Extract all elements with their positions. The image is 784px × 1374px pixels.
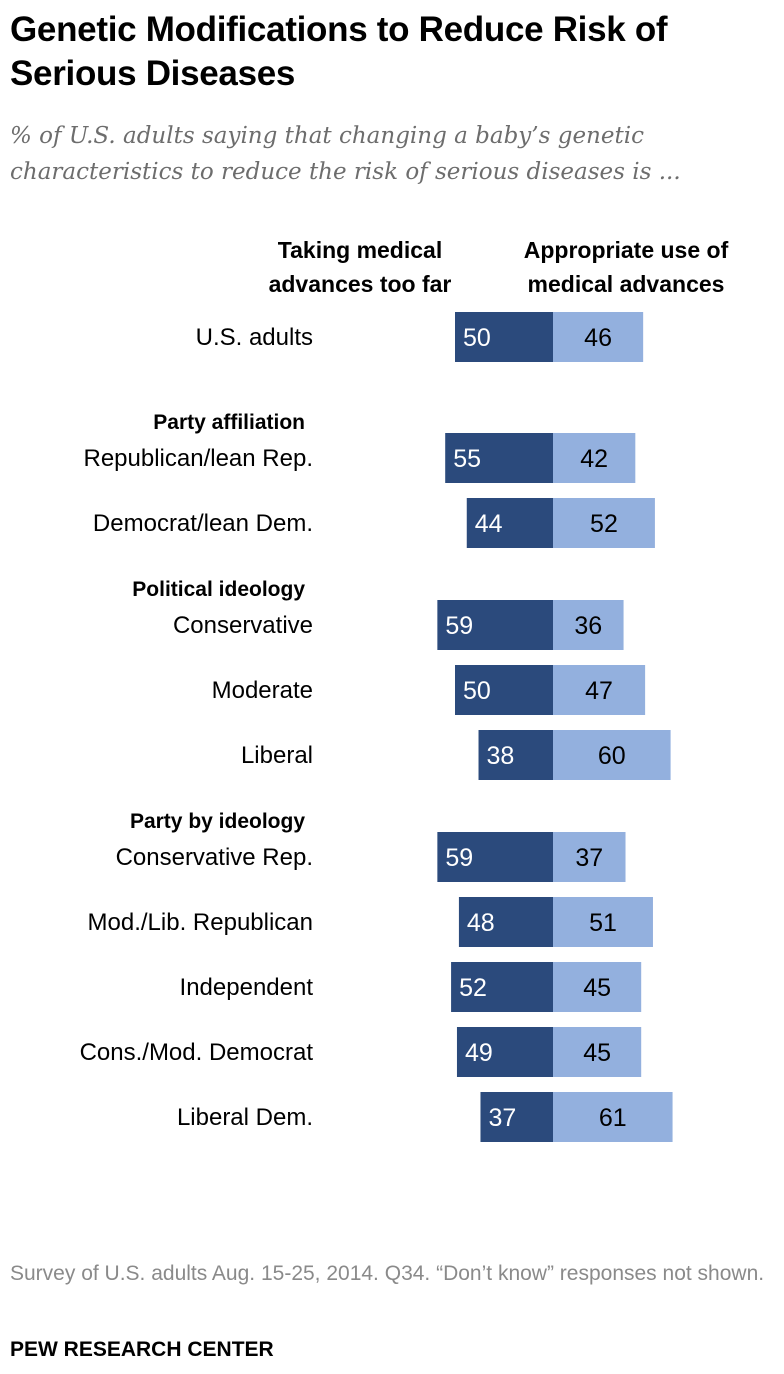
legend-appropriate: Appropriate use of medical advances: [524, 237, 729, 297]
value-label-too-far: 50: [463, 677, 491, 705]
bar-appropriate: [553, 1092, 673, 1142]
row-label: Conservative: [173, 612, 313, 639]
group-heading: Party by ideology: [130, 810, 305, 833]
value-label-too-far: 48: [467, 909, 495, 937]
row-label: Republican/lean Rep.: [84, 445, 314, 472]
value-label-too-far: 38: [487, 742, 515, 770]
value-label-appropriate: 60: [598, 742, 626, 770]
value-label-appropriate: 46: [584, 324, 612, 352]
bar-appropriate: [553, 665, 646, 715]
bar-too-far: [451, 962, 553, 1012]
value-label-appropriate: 47: [585, 677, 613, 705]
bar-appropriate: [553, 498, 655, 548]
value-label-appropriate: 51: [589, 909, 617, 937]
bar-appropriate: [553, 600, 624, 650]
bar-too-far: [445, 433, 553, 483]
value-label-too-far: 50: [463, 324, 491, 352]
bar-too-far: [466, 498, 553, 548]
row-label: Independent: [180, 974, 314, 1001]
row-label: Moderate: [212, 677, 313, 704]
bar-too-far: [455, 665, 553, 715]
bar-appropriate: [553, 433, 636, 483]
bar-appropriate: [553, 1027, 642, 1077]
bar-appropriate: [553, 730, 671, 780]
bar-appropriate: [553, 312, 644, 362]
bar-too-far: [437, 600, 553, 650]
value-label-appropriate: 42: [580, 445, 608, 473]
value-label-too-far: 55: [453, 445, 481, 473]
group-heading: Political ideology: [132, 578, 305, 601]
bar-too-far: [478, 730, 553, 780]
survey-note: Survey of U.S. adults Aug. 15-25, 2014. …: [10, 1262, 765, 1285]
value-label-too-far: 37: [488, 1104, 516, 1132]
bar-too-far: [437, 832, 553, 882]
value-label-appropriate: 61: [599, 1104, 627, 1132]
bar-too-far: [480, 1092, 553, 1142]
source-credit: PEW RESEARCH CENTER: [10, 1338, 274, 1361]
bar-appropriate: [553, 962, 642, 1012]
value-label-appropriate: 52: [590, 510, 618, 538]
value-label-appropriate: 36: [574, 612, 602, 640]
bar-appropriate: [553, 897, 653, 947]
bar-appropriate: [553, 832, 626, 882]
value-label-too-far: 52: [459, 974, 487, 1002]
diverging-bar-chart: Taking medical advances too far Appropriat…: [80, 237, 729, 1142]
value-label-too-far: 59: [445, 844, 473, 872]
row-label: Cons./Mod. Democrat: [80, 1039, 314, 1066]
chart-subtitle: % of U.S. adults saying that changing a …: [10, 123, 681, 185]
row-label: U.S. adults: [196, 324, 313, 351]
row-label: Liberal Dem.: [177, 1104, 313, 1131]
row-label: Conservative Rep.: [116, 844, 313, 871]
row-label: Liberal: [241, 742, 313, 769]
value-label-too-far: 44: [475, 510, 503, 538]
legend-too-far: Taking medical advances too far: [269, 237, 452, 297]
bar-too-far: [455, 312, 553, 362]
value-label-too-far: 49: [465, 1039, 493, 1067]
row-label: Mod./Lib. Republican: [88, 909, 313, 936]
value-label-too-far: 59: [445, 612, 473, 640]
chart-title: Genetic Modifications to Reduce Risk of …: [10, 10, 668, 93]
row-label: Democrat/lean Dem.: [93, 510, 313, 537]
value-label-appropriate: 45: [583, 1039, 611, 1067]
value-label-appropriate: 37: [575, 844, 603, 872]
bar-too-far: [458, 897, 553, 947]
bar-too-far: [456, 1027, 553, 1077]
value-label-appropriate: 45: [583, 974, 611, 1002]
group-heading: Party affiliation: [153, 411, 305, 434]
